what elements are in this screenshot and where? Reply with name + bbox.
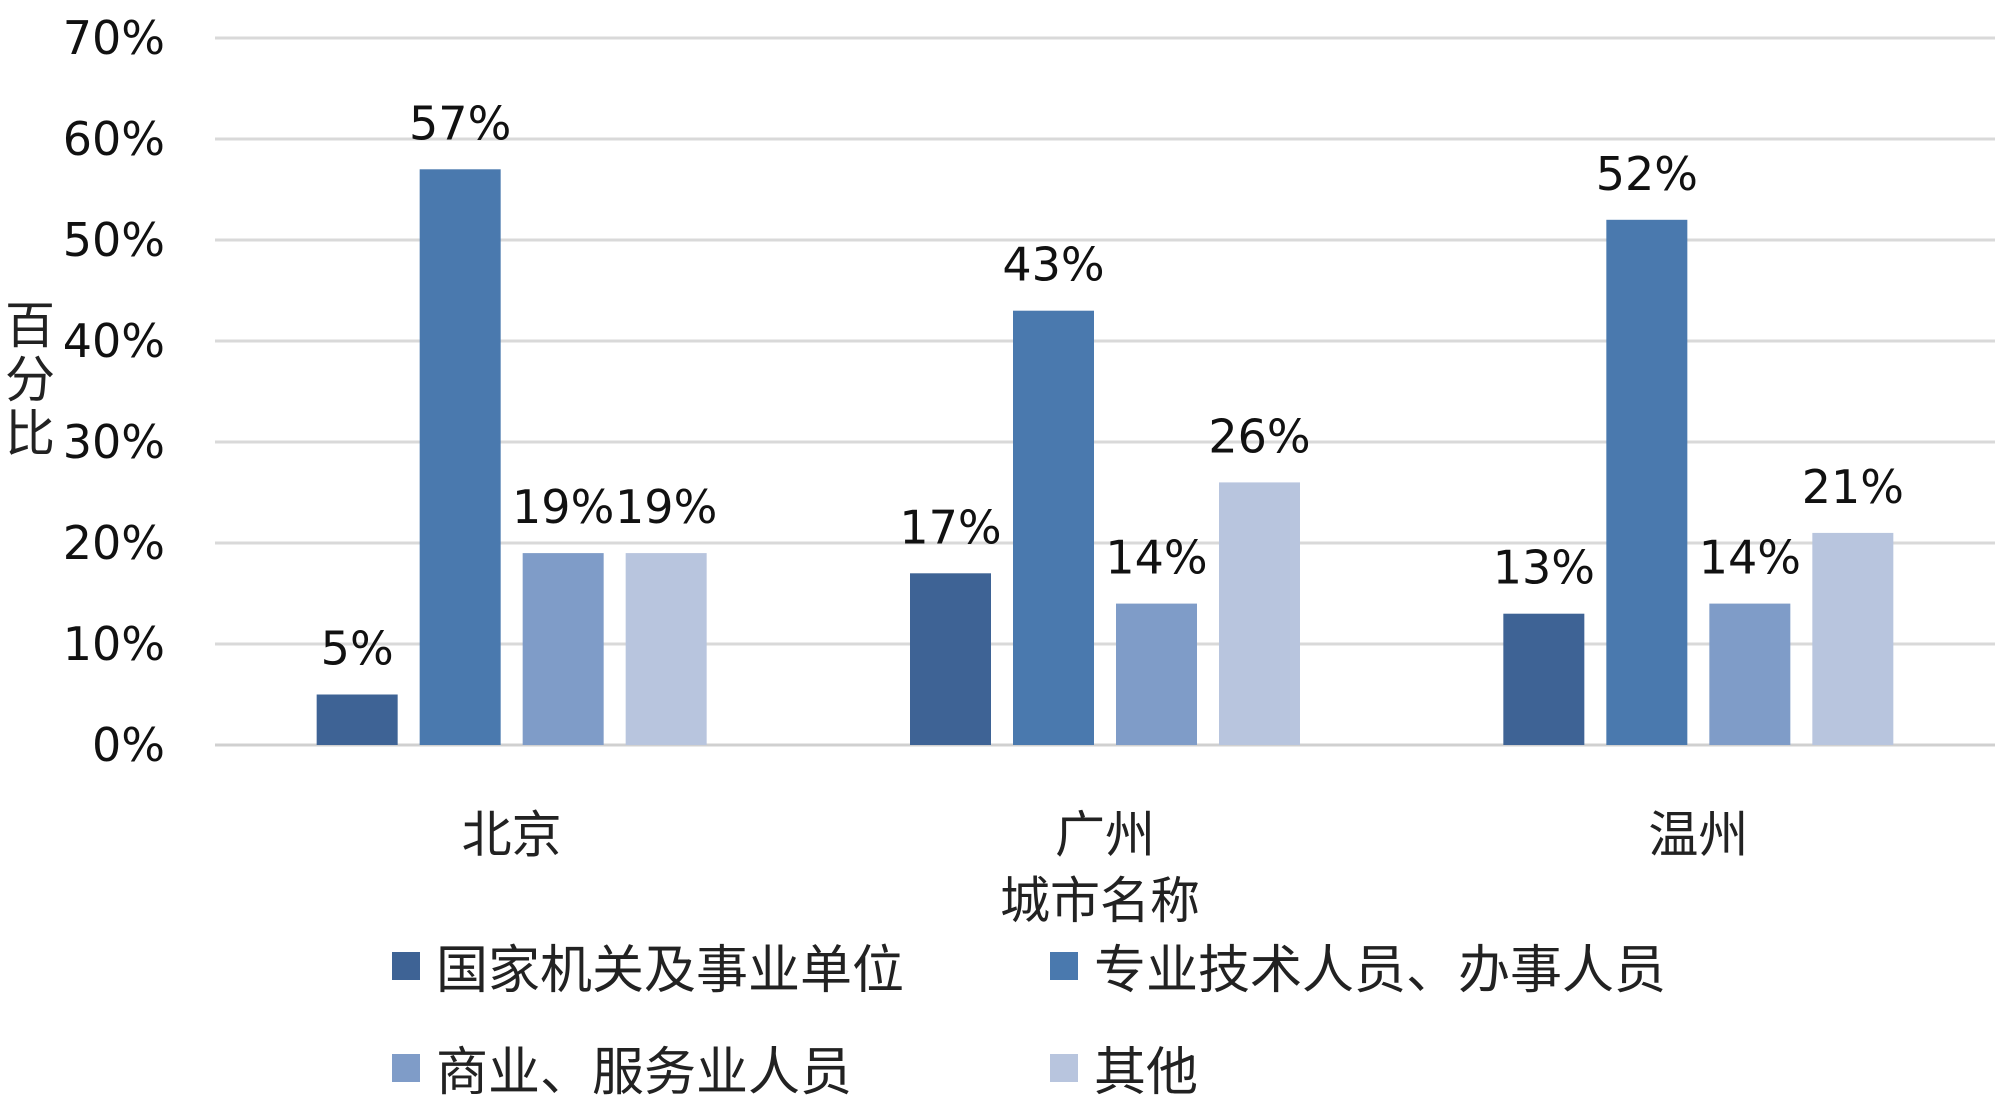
data-label: 17% <box>899 500 1001 554</box>
bar <box>1709 603 1791 745</box>
legend-label: 商业、服务业人员 <box>436 1043 852 1103</box>
legend-swatch <box>1050 1054 1078 1082</box>
bar <box>1606 219 1688 746</box>
data-label: 21% <box>1802 460 1904 514</box>
y-tick-label: 70% <box>63 11 165 65</box>
data-label: 14% <box>1699 531 1801 585</box>
grid-layer <box>215 36 1995 747</box>
y-tick-label: 60% <box>63 112 165 166</box>
bar <box>316 694 398 745</box>
x-axis-title: 城市名称 <box>1000 872 1200 930</box>
y-tick-label: 10% <box>63 617 165 671</box>
bar <box>1503 613 1585 745</box>
legend-swatch <box>392 1054 420 1082</box>
legend-item: 其他 <box>1050 1043 1198 1103</box>
legend-item: 国家机关及事业单位 <box>392 941 904 1001</box>
bar <box>1116 603 1197 745</box>
data-labels-layer: 5%57%19% 19% 17%43%14%26%13%52%14%21% <box>321 96 1904 675</box>
bar <box>1013 310 1094 745</box>
y-tick-label: 40% <box>63 314 165 368</box>
data-label: 43% <box>1002 238 1104 292</box>
bar <box>522 553 604 745</box>
data-label: 57% <box>409 96 511 150</box>
legend-label: 其他 <box>1094 1043 1198 1103</box>
y-tick-label: 30% <box>63 415 165 469</box>
bar <box>625 553 707 745</box>
y-tick-label: 0% <box>92 718 165 772</box>
legend-swatch <box>1050 952 1078 980</box>
y-axis-ticks: 0% 10% 20% 30% 40% 50% 60% 70% <box>63 11 165 772</box>
legend-item: 专业技术人员、办事人员 <box>1050 941 1666 1001</box>
data-label: 5% <box>321 622 394 676</box>
legend-swatch <box>392 952 420 980</box>
bar <box>1219 482 1300 745</box>
bar <box>1812 532 1894 745</box>
legend-item: 商业、服务业人员 <box>392 1043 852 1103</box>
data-label: 13% <box>1493 541 1595 595</box>
y-tick-label: 20% <box>63 516 165 570</box>
category-label: 广州 <box>1055 806 1155 864</box>
y-tick-label: 50% <box>63 213 165 267</box>
category-label: 北京 <box>462 806 562 864</box>
data-label: 52% <box>1596 147 1698 201</box>
data-label: 19% <box>615 480 717 534</box>
legend-label: 国家机关及事业单位 <box>436 941 904 1001</box>
bars-layer <box>316 169 1894 746</box>
bar <box>419 169 501 746</box>
y-axis-title: 百分比 <box>5 297 55 463</box>
legend-label: 专业技术人员、办事人员 <box>1094 941 1666 1001</box>
category-label: 温州 <box>1648 806 1748 864</box>
data-label: 19% <box>512 480 614 534</box>
data-label: 14% <box>1105 531 1207 585</box>
bar <box>910 573 991 745</box>
data-label: 26% <box>1208 409 1310 463</box>
category-labels-layer: 北京 广州 温州 <box>462 806 1749 864</box>
